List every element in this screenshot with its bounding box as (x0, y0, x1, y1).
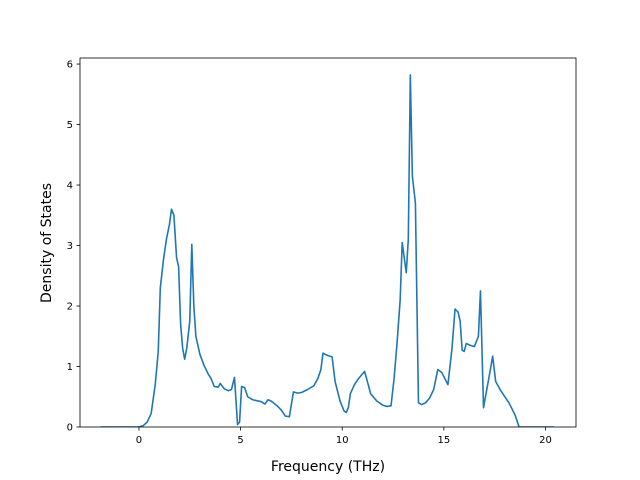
x-tick-label: 20 (539, 435, 552, 446)
x-tick-label: 0 (136, 435, 142, 446)
x-axis-ticks: 0 5 10 15 20 (136, 427, 552, 446)
plot-area (100, 74, 554, 427)
x-tick-label: 10 (336, 435, 349, 446)
axes-frame (79, 57, 577, 428)
y-axis-title: Density of States (39, 183, 55, 303)
y-tick-label: 1 (67, 362, 73, 373)
y-tick-label: 3 (67, 241, 73, 252)
y-tick-label: 0 (67, 423, 73, 434)
y-tick-label: 4 (67, 181, 73, 192)
y-tick-label: 5 (67, 120, 73, 131)
y-axis-ticks: 0 1 2 3 4 5 6 (67, 60, 80, 434)
y-tick-label: 6 (67, 60, 73, 71)
x-axis-title: Frequency (THz) (271, 459, 385, 475)
dos-series-line (100, 74, 554, 427)
x-tick-label: 5 (237, 435, 243, 446)
x-tick-label: 15 (438, 435, 451, 446)
y-tick-label: 2 (67, 302, 73, 313)
